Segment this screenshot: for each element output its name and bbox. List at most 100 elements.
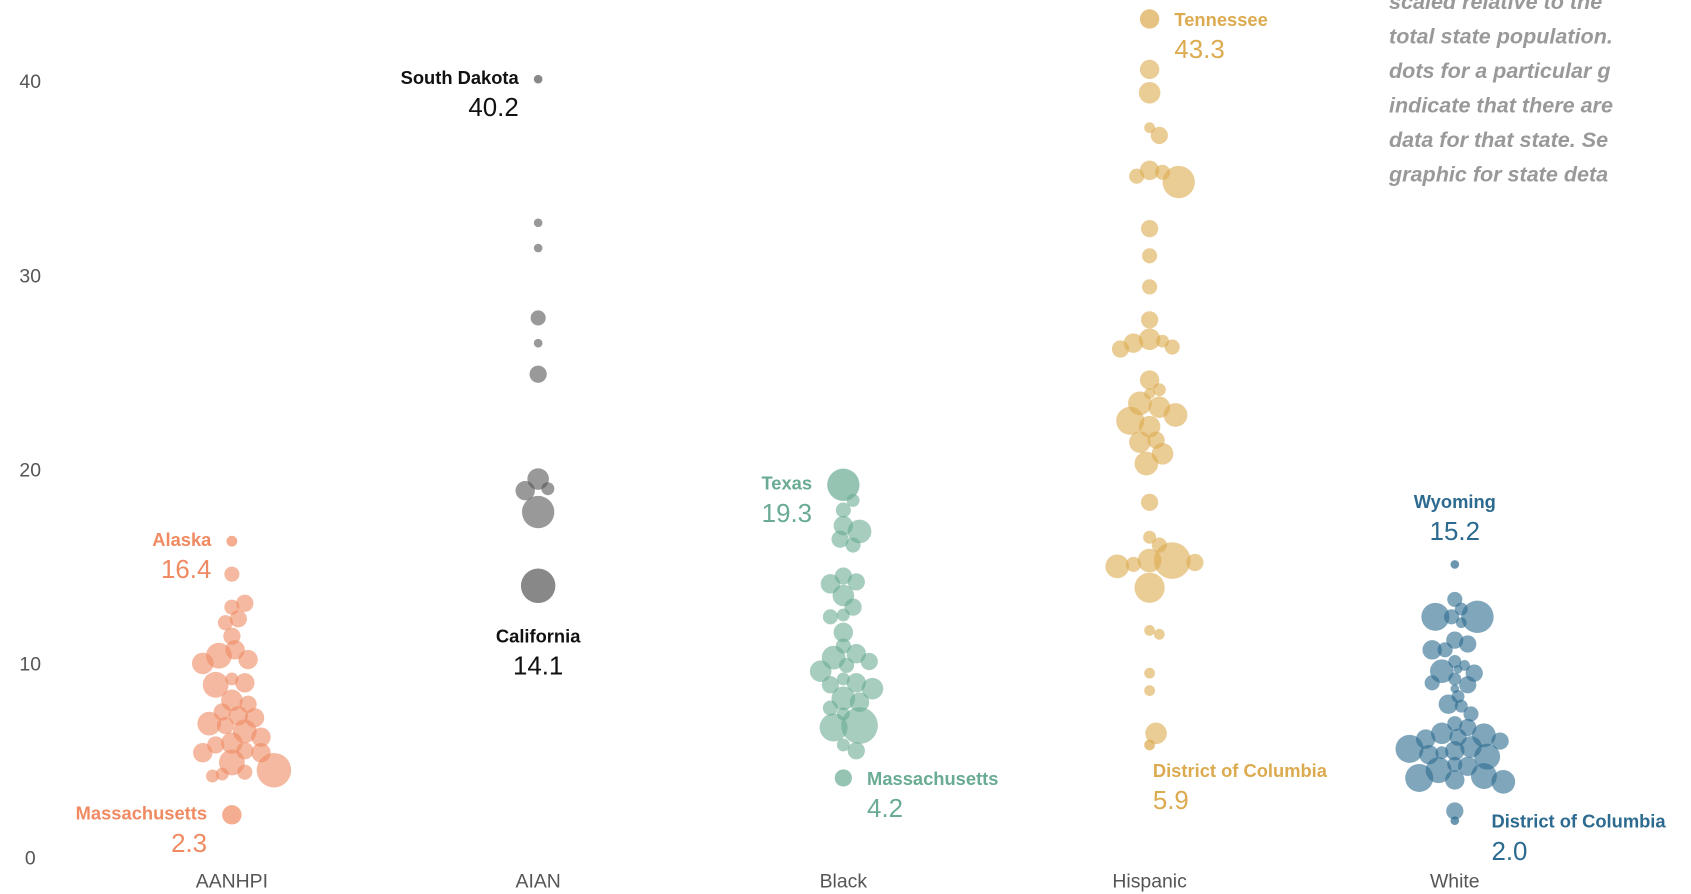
dot bbox=[197, 711, 222, 736]
point-value: 16.4 bbox=[161, 556, 211, 584]
dot bbox=[1445, 741, 1465, 761]
x-tick-label: AIAN bbox=[516, 870, 561, 892]
dot bbox=[847, 573, 865, 591]
dot bbox=[235, 673, 255, 693]
dot bbox=[236, 594, 254, 612]
dot bbox=[530, 310, 546, 326]
y-tick-label: 40 bbox=[19, 71, 41, 93]
dot bbox=[1142, 248, 1158, 264]
dot bbox=[529, 365, 547, 383]
dot bbox=[520, 568, 556, 604]
note-line: data for that state. Se bbox=[1389, 127, 1608, 152]
dot bbox=[1139, 9, 1160, 29]
dot bbox=[841, 707, 878, 744]
dot bbox=[822, 609, 838, 625]
dot bbox=[206, 769, 219, 783]
x-tick-label: AANHPI bbox=[196, 870, 268, 892]
dot bbox=[1435, 746, 1449, 760]
note-line: total state population. bbox=[1389, 23, 1613, 48]
y-tick-label: 20 bbox=[19, 459, 41, 481]
point-name: Alaska bbox=[152, 529, 212, 550]
dot bbox=[1447, 716, 1463, 732]
dot bbox=[835, 502, 851, 518]
dot bbox=[1164, 339, 1180, 355]
dot bbox=[860, 652, 878, 671]
dot bbox=[1111, 340, 1130, 358]
dot bbox=[1144, 667, 1156, 679]
dot bbox=[1461, 600, 1494, 634]
dot bbox=[1134, 451, 1159, 476]
dot bbox=[1453, 664, 1463, 674]
note-line: dots for a particular g bbox=[1389, 58, 1611, 83]
dot bbox=[847, 519, 872, 544]
dot bbox=[827, 468, 860, 502]
y-tick-label: 0 bbox=[25, 848, 36, 870]
dot bbox=[1454, 699, 1468, 713]
note-line: graphic for state deta bbox=[1388, 161, 1608, 186]
dot bbox=[1162, 165, 1195, 199]
point-value: 19.3 bbox=[762, 500, 812, 528]
dot bbox=[1455, 617, 1467, 629]
dot bbox=[1186, 553, 1204, 572]
point-value: 14.1 bbox=[513, 653, 563, 681]
dot bbox=[846, 673, 866, 693]
dot bbox=[1125, 556, 1141, 572]
dot bbox=[1437, 642, 1453, 658]
point-name: District of Columbia bbox=[1153, 760, 1328, 781]
dot bbox=[521, 495, 555, 529]
dot bbox=[1153, 628, 1165, 640]
dot bbox=[849, 692, 870, 712]
dot bbox=[839, 657, 855, 673]
dot bbox=[1446, 802, 1464, 820]
note-line: indicate that there are bbox=[1389, 92, 1613, 117]
dot bbox=[1129, 431, 1151, 453]
dot bbox=[1138, 81, 1161, 104]
dot bbox=[533, 74, 543, 84]
x-tick-label: Hispanic bbox=[1112, 870, 1187, 892]
point-name: South Dakota bbox=[401, 67, 520, 88]
dot bbox=[1445, 770, 1465, 790]
point-name: Massachusetts bbox=[867, 768, 998, 789]
dot bbox=[821, 676, 840, 694]
dot bbox=[831, 530, 849, 548]
dot bbox=[202, 671, 229, 698]
dot bbox=[224, 566, 240, 582]
dot bbox=[256, 752, 292, 788]
dot bbox=[1491, 732, 1509, 750]
dot bbox=[1459, 635, 1477, 653]
dot bbox=[215, 767, 229, 781]
dot bbox=[1140, 311, 1159, 329]
point-name: District of Columbia bbox=[1491, 811, 1666, 832]
point-name: Massachusetts bbox=[76, 803, 207, 824]
dot bbox=[1139, 59, 1160, 80]
dot bbox=[1143, 530, 1157, 544]
dot bbox=[836, 738, 850, 752]
dot bbox=[1153, 542, 1191, 579]
dot bbox=[846, 493, 860, 507]
dot bbox=[251, 727, 271, 747]
dot bbox=[1152, 383, 1166, 397]
dot bbox=[1470, 763, 1497, 789]
dot bbox=[1446, 631, 1464, 649]
dot bbox=[1163, 403, 1188, 427]
dot bbox=[1431, 722, 1453, 745]
dot bbox=[541, 482, 555, 496]
dot bbox=[1474, 743, 1501, 770]
dot bbox=[1421, 602, 1450, 631]
dot bbox=[861, 677, 884, 700]
note-line: scaled relative to the bbox=[1389, 0, 1602, 14]
dot bbox=[836, 608, 850, 622]
point-name: Texas bbox=[761, 473, 812, 494]
dot bbox=[1144, 625, 1156, 636]
dot bbox=[1145, 722, 1167, 745]
dot bbox=[1140, 219, 1159, 238]
point-value: 5.9 bbox=[1153, 787, 1189, 815]
dot bbox=[222, 805, 242, 825]
dot bbox=[1105, 554, 1130, 579]
dot bbox=[1150, 126, 1168, 145]
dot bbox=[1424, 675, 1440, 691]
dot bbox=[1138, 328, 1161, 351]
dot bbox=[1459, 676, 1477, 694]
dot bbox=[1144, 685, 1156, 697]
point-value: 2.0 bbox=[1491, 838, 1527, 866]
